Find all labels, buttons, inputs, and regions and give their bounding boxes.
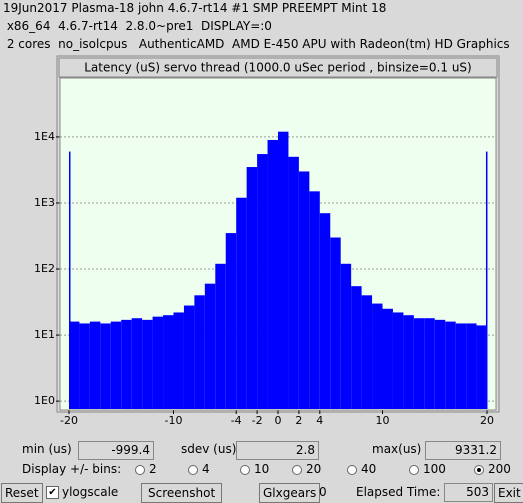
bin-option-label: 200 [488, 462, 511, 476]
ylogscale-checkbox[interactable]: ✔ [46, 486, 59, 499]
header-line: x86_64 4.6.7-rt14 2.8.0~pre1 DISPLAY=:0 [3, 19, 272, 33]
bar [403, 315, 414, 409]
bar [194, 295, 205, 409]
stat-label: max(us) [372, 442, 422, 456]
bin-radio[interactable] [135, 465, 145, 475]
bar [204, 283, 216, 409]
bar [215, 263, 226, 409]
bar [319, 213, 331, 409]
screenshot-button[interactable]: Screenshot [141, 483, 223, 503]
bar [79, 323, 90, 409]
header-line: 2 cores no_isolcpus AuthenticAMD AMD E-4… [3, 37, 510, 51]
bin-radio[interactable] [188, 465, 198, 475]
glxgears-count: 0 [319, 485, 327, 499]
header-line: 19Jun2017 Plasma-18 john 4.6.7-rt14 #1 S… [3, 1, 387, 15]
bar [152, 316, 164, 409]
bar [100, 323, 111, 409]
glxgears-button[interactable]: Glxgears [259, 483, 321, 503]
x-tick-label: -2 [252, 414, 263, 427]
bar [330, 237, 341, 409]
bar [267, 139, 278, 409]
bar [183, 305, 195, 409]
bar [351, 286, 362, 409]
exit-button[interactable]: Exit [494, 483, 523, 503]
bar [361, 295, 373, 409]
stat-value: 2.8 [236, 441, 319, 460]
y-tick-label: 1E2 [34, 262, 55, 275]
bin-radio[interactable] [474, 465, 484, 475]
stat-label: min (us) [22, 442, 72, 456]
bar [392, 312, 404, 409]
bar [445, 321, 456, 409]
bar [413, 318, 425, 409]
ylogscale-label: ylogscale [62, 485, 119, 499]
y-tick-label: 1E0 [34, 394, 55, 407]
chart-title: Latency (uS) servo thread (1000.0 uSec p… [84, 61, 471, 75]
bar [278, 131, 289, 409]
bar [163, 315, 174, 409]
x-tick-label: 0 [275, 414, 282, 427]
title-bar [58, 57, 498, 78]
stat-value: 9331.2 [425, 441, 501, 460]
bar [424, 318, 435, 409]
bin-radio[interactable] [240, 465, 250, 475]
stat-value: -999.4 [78, 441, 154, 460]
bar [89, 321, 101, 409]
bar [372, 303, 383, 409]
bar [225, 233, 237, 409]
plot-border [59, 77, 497, 411]
stat-label: sdev (us): [181, 442, 241, 456]
x-tick-label: -10 [165, 414, 183, 427]
bar [131, 318, 143, 409]
y-tick-label: 1E4 [34, 130, 55, 143]
bar [466, 323, 477, 409]
bin-radio[interactable] [347, 465, 357, 475]
bar [288, 156, 299, 409]
y-tick-label: 1E1 [34, 328, 55, 341]
bin-option-label: 2 [149, 462, 157, 476]
x-tick-label: 2 [295, 414, 302, 427]
bar [70, 321, 80, 409]
bar [121, 319, 132, 409]
bar [340, 263, 352, 409]
reset-button[interactable]: Reset [1, 483, 43, 503]
x-tick-label: 20 [480, 414, 494, 427]
x-tick-label: 4 [316, 414, 323, 427]
bin-radio[interactable] [409, 465, 419, 475]
bar [246, 167, 258, 409]
bin-option-label: 40 [361, 462, 377, 476]
bin-option-label: 100 [423, 462, 446, 476]
bar [434, 319, 446, 409]
bar [455, 323, 467, 409]
chart: Latency (uS) servo thread (1000.0 uSec p… [34, 55, 500, 427]
bin-option-label: 4 [202, 462, 210, 476]
elapsed-value: 503 [444, 483, 493, 502]
bar [142, 319, 153, 409]
bar [68, 151, 71, 410]
bar [236, 197, 247, 409]
bin-option-label: 20 [306, 462, 322, 476]
bar [110, 321, 122, 409]
bar [309, 191, 320, 409]
bar [382, 308, 393, 409]
x-tick-label: 10 [376, 414, 390, 427]
elapsed-label: Elapsed Time: [356, 485, 441, 499]
x-tick-label: -20 [60, 414, 78, 427]
bins-label: Display +/- bins: [22, 462, 122, 476]
bin-option-label: 10 [254, 462, 270, 476]
bar [476, 325, 486, 409]
bin-radio[interactable] [292, 465, 302, 475]
bar [173, 312, 184, 409]
bar [257, 154, 268, 409]
bar [298, 171, 310, 409]
bar [485, 151, 488, 410]
y-tick-label: 1E3 [34, 196, 55, 209]
x-tick-label: -4 [231, 414, 242, 427]
